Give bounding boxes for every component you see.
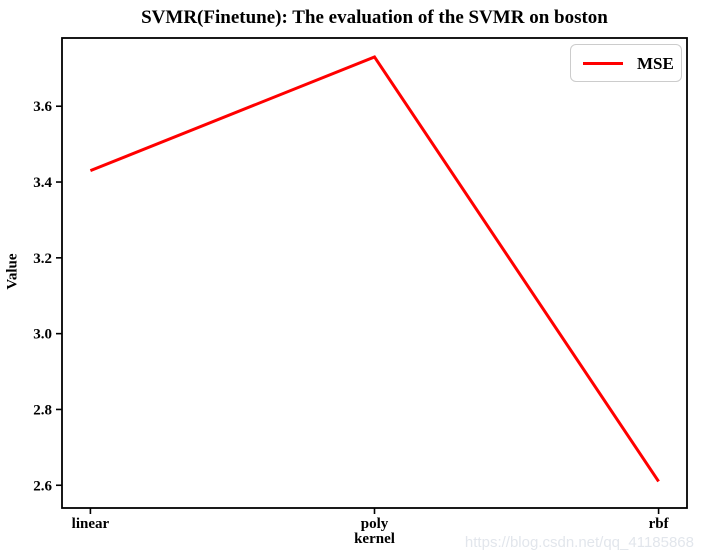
- mse-line: [89, 55, 660, 483]
- x-tick-label: rbf: [649, 516, 670, 532]
- y-tick-label: 2.6: [33, 478, 52, 494]
- y-tick-label: 3.0: [33, 327, 52, 343]
- x-axis-label: kernel: [354, 531, 395, 547]
- axes-frame: [61, 37, 688, 509]
- legend-line-swatch: [583, 61, 623, 65]
- y-tick-label: 3.4: [33, 175, 52, 191]
- legend: MSE: [570, 44, 682, 82]
- y-tick-label: 3.6: [33, 99, 52, 115]
- chart-title: SVMR(Finetune): The evaluation of the SV…: [141, 7, 608, 28]
- y-tick-label: 2.8: [33, 402, 52, 418]
- legend-label: MSE: [637, 53, 674, 73]
- x-tick-label: linear: [72, 516, 110, 532]
- watermark: https://blog.csdn.net/qq_41185868: [464, 534, 694, 551]
- x-tick-label: poly: [361, 516, 389, 532]
- y-tick-label: 3.2: [33, 251, 52, 267]
